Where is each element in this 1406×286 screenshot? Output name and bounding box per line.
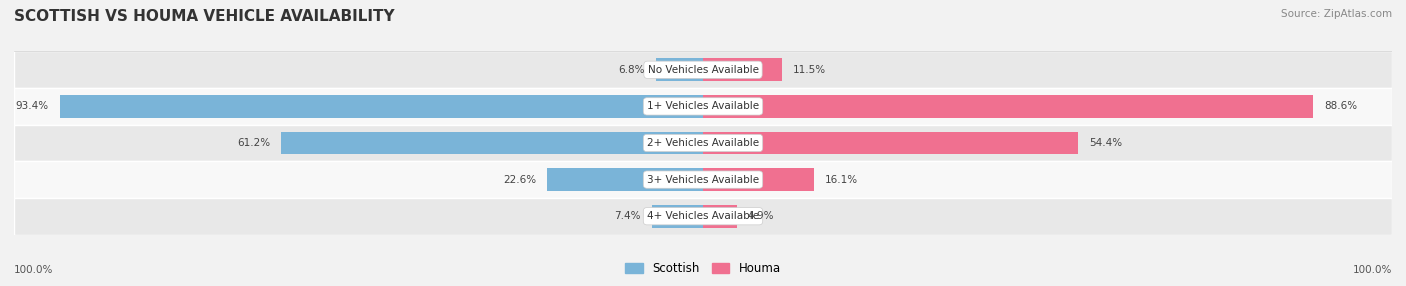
Bar (14, 51, 1392, 88)
Bar (14, 161, 1392, 198)
Text: 93.4%: 93.4% (15, 102, 48, 111)
Text: 16.1%: 16.1% (825, 175, 858, 184)
Bar (547, 168, 703, 191)
Text: No Vehicles Available: No Vehicles Available (648, 65, 758, 75)
Bar (14, 198, 1392, 235)
Bar (59, 95, 703, 118)
Text: 1+ Vehicles Available: 1+ Vehicles Available (647, 102, 759, 111)
Text: 100.0%: 100.0% (14, 265, 53, 275)
Text: 3+ Vehicles Available: 3+ Vehicles Available (647, 175, 759, 184)
Text: 22.6%: 22.6% (503, 175, 536, 184)
Bar (14, 125, 1392, 161)
Bar (703, 205, 737, 228)
Text: 11.5%: 11.5% (793, 65, 827, 75)
Text: 4+ Vehicles Available: 4+ Vehicles Available (647, 211, 759, 221)
Text: 88.6%: 88.6% (1324, 102, 1358, 111)
Text: 100.0%: 100.0% (1353, 265, 1392, 275)
Bar (703, 168, 814, 191)
Bar (652, 205, 703, 228)
Text: Source: ZipAtlas.com: Source: ZipAtlas.com (1281, 9, 1392, 19)
Text: 2+ Vehicles Available: 2+ Vehicles Available (647, 138, 759, 148)
Legend: Scottish, Houma: Scottish, Houma (620, 257, 786, 280)
Text: 54.4%: 54.4% (1088, 138, 1122, 148)
Bar (281, 132, 703, 154)
Bar (703, 95, 1313, 118)
Text: 61.2%: 61.2% (238, 138, 270, 148)
Bar (703, 132, 1078, 154)
Text: SCOTTISH VS HOUMA VEHICLE AVAILABILITY: SCOTTISH VS HOUMA VEHICLE AVAILABILITY (14, 9, 395, 23)
Bar (703, 58, 782, 81)
Text: 4.9%: 4.9% (748, 211, 775, 221)
Bar (14, 88, 1392, 125)
Text: 6.8%: 6.8% (619, 65, 645, 75)
Text: 7.4%: 7.4% (614, 211, 641, 221)
Bar (657, 58, 703, 81)
